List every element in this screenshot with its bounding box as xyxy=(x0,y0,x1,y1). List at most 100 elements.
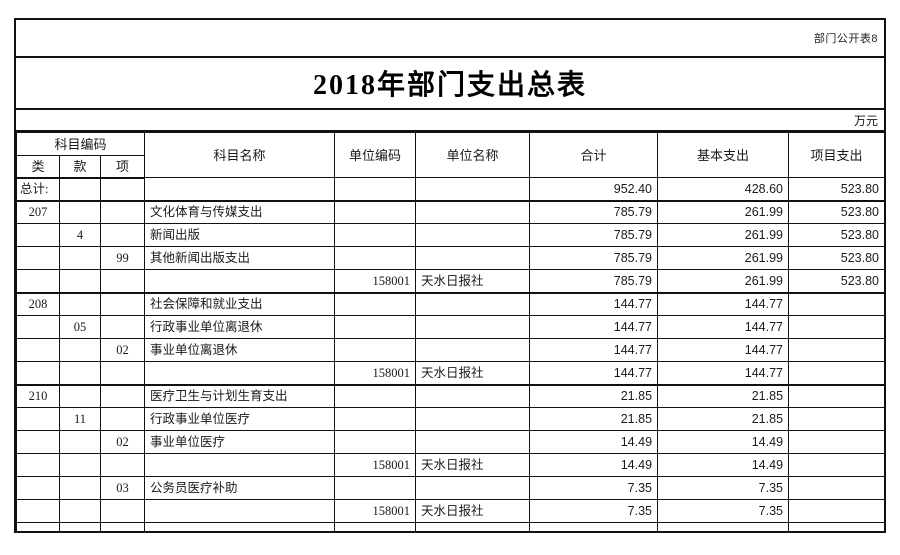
cell-lei: 总计: xyxy=(16,177,60,201)
cell-unit-name: 天水日报社 xyxy=(415,499,531,523)
cell-unit-name xyxy=(415,291,531,316)
cell-xiang xyxy=(99,315,146,339)
table-header-row-top: 科目编码 科目名称 单位编码 单位名称 合计 基本支出 项目支出 xyxy=(16,132,884,178)
header-total: 合计 xyxy=(529,132,659,178)
table-row: 207 文化体育与传媒支出 785.79 261.99 523.80 xyxy=(16,199,884,224)
cell-project-expenditure xyxy=(788,361,884,385)
cell-project-expenditure xyxy=(788,407,884,431)
cell-total: 21.85 xyxy=(529,383,659,408)
cell-unit-name xyxy=(415,522,531,531)
cell-lei xyxy=(16,499,60,523)
cell-kuan xyxy=(59,453,101,477)
cell-project-expenditure: 523.80 xyxy=(788,269,884,293)
cell-unit-name xyxy=(415,246,531,270)
cell-basic-expenditure: 428.60 xyxy=(657,177,790,201)
cell-unit-name: 天水日报社 xyxy=(415,269,531,293)
cell-total: 785.79 xyxy=(529,246,659,270)
cell-lei: 208 xyxy=(16,291,60,316)
cell-project-expenditure xyxy=(788,522,884,531)
table-row: 11 行政事业单位医疗 21.85 21.85 xyxy=(16,407,884,431)
cell-xiang xyxy=(99,407,146,431)
cell-unit-code xyxy=(334,199,417,224)
cell-subject-name: 行政事业单位离退休 xyxy=(144,315,336,339)
cell-unit-name xyxy=(415,407,531,431)
cell-basic-expenditure: 144.77 xyxy=(657,338,790,362)
cell-unit-name xyxy=(415,177,531,201)
table-row xyxy=(16,522,884,531)
cell-unit-code xyxy=(334,383,417,408)
cell-xiang xyxy=(99,223,146,247)
cell-xiang: 02 xyxy=(99,430,146,454)
cell-lei: 210 xyxy=(16,383,60,408)
cell-unit-code xyxy=(334,430,417,454)
cell-basic-expenditure xyxy=(657,522,790,531)
cell-basic-expenditure: 144.77 xyxy=(657,315,790,339)
table-container: 科目编码 科目名称 单位编码 单位名称 合计 基本支出 项目支出 类 款 项 总… xyxy=(16,132,884,531)
header-unit-code: 单位编码 xyxy=(334,132,417,178)
cell-unit-name xyxy=(415,383,531,408)
cell-basic-expenditure: 14.49 xyxy=(657,430,790,454)
cell-total: 144.77 xyxy=(529,291,659,316)
cell-basic-expenditure: 261.99 xyxy=(657,246,790,270)
cell-kuan: 05 xyxy=(59,315,101,339)
header-project-expenditure: 项目支出 xyxy=(788,132,884,178)
cell-total: 21.85 xyxy=(529,407,659,431)
unit-of-measure-label: 万元 xyxy=(853,113,878,128)
header-xiang: 项 xyxy=(99,155,146,179)
cell-kuan xyxy=(59,177,101,201)
cell-unit-name xyxy=(415,338,531,362)
table-header: 科目编码 科目名称 单位编码 单位名称 合计 基本支出 项目支出 类 款 项 xyxy=(16,132,885,179)
cell-unit-code: 158001 xyxy=(334,361,417,385)
table-row: 03 公务员医疗补助 7.35 7.35 xyxy=(16,476,884,500)
cell-unit-name xyxy=(415,476,531,500)
cell-total: 952.40 xyxy=(529,177,659,201)
cell-lei xyxy=(16,338,60,362)
table-row: 总计: 952.40 428.60 523.80 xyxy=(16,177,884,201)
cell-kuan xyxy=(59,361,101,385)
cell-lei xyxy=(16,269,60,293)
table-row: 158001 天水日报社 7.35 7.35 xyxy=(16,499,884,523)
table-row: 158001 天水日报社 14.49 14.49 xyxy=(16,453,884,477)
table-row: 208 社会保障和就业支出 144.77 144.77 xyxy=(16,291,884,316)
cell-unit-code xyxy=(334,177,417,201)
table-body: 总计: 952.40 428.60 523.80 207 文化体育与传媒支出 785.79 2… xyxy=(16,177,884,531)
cell-xiang xyxy=(99,361,146,385)
cell-basic-expenditure: 21.85 xyxy=(657,383,790,408)
expenditure-table: 科目编码 科目名称 单位编码 单位名称 合计 基本支出 项目支出 类 款 项 总… xyxy=(16,132,884,531)
cell-total: 144.77 xyxy=(529,361,659,385)
cell-xiang xyxy=(99,291,146,316)
cell-kuan xyxy=(59,476,101,500)
cell-xiang xyxy=(99,499,146,523)
cell-xiang xyxy=(99,199,146,224)
cell-subject-name: 其他新闻出版支出 xyxy=(144,246,336,270)
cell-lei xyxy=(16,522,60,531)
table-header-row-bottom: 类 款 项 xyxy=(16,155,885,179)
cell-total: 7.35 xyxy=(529,476,659,500)
cell-total: 7.35 xyxy=(529,499,659,523)
table-row: 210 医疗卫生与计划生育支出 21.85 21.85 xyxy=(16,383,884,408)
cell-total: 14.49 xyxy=(529,453,659,477)
cell-subject-name: 事业单位医疗 xyxy=(144,430,336,454)
cell-total: 14.49 xyxy=(529,430,659,454)
cell-lei xyxy=(16,315,60,339)
cell-unit-code xyxy=(334,338,417,362)
cell-kuan xyxy=(59,246,101,270)
budget-sheet: 部门公开表8 2018年部门支出总表 万元 xyxy=(14,18,886,533)
cell-lei xyxy=(16,223,60,247)
header-code-group: 科目编码 xyxy=(16,132,146,156)
cell-unit-name: 天水日报社 xyxy=(415,361,531,385)
cell-basic-expenditure: 261.99 xyxy=(657,199,790,224)
cell-subject-name xyxy=(144,361,336,385)
cell-lei xyxy=(16,476,60,500)
unit-of-measure-band: 万元 xyxy=(16,110,884,132)
form-number-label: 部门公开表8 xyxy=(813,33,878,45)
table-row: 158001 天水日报社 144.77 144.77 xyxy=(16,361,884,385)
cell-kuan xyxy=(59,430,101,454)
cell-project-expenditure: 523.80 xyxy=(788,223,884,247)
cell-project-expenditure xyxy=(788,383,884,408)
cell-subject-name: 文化体育与传媒支出 xyxy=(144,199,336,224)
cell-subject-name: 公务员医疗补助 xyxy=(144,476,336,500)
cell-subject-name xyxy=(144,453,336,477)
cell-total: 785.79 xyxy=(529,199,659,224)
cell-kuan xyxy=(59,338,101,362)
